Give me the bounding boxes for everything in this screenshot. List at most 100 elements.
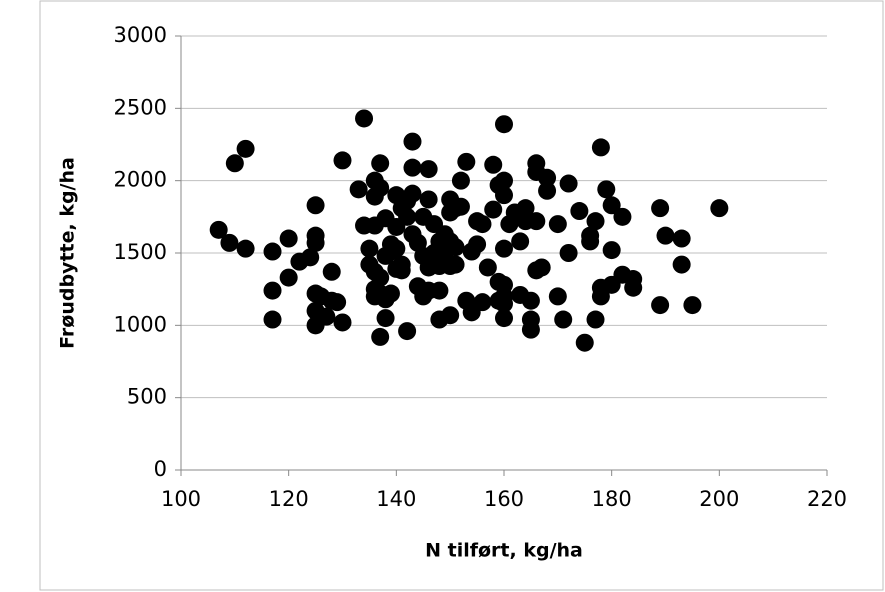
scatter-point <box>495 309 513 328</box>
scatter-point <box>548 215 567 234</box>
scatter-point <box>349 180 368 199</box>
scatter-point <box>376 309 395 328</box>
scatter-point <box>495 294 513 313</box>
scatter-point <box>301 248 320 267</box>
scatter-point <box>495 171 513 190</box>
scatter-point <box>683 296 702 315</box>
scatter-point <box>328 293 347 312</box>
scatter-point <box>473 215 492 234</box>
x-axis-title: N tilført, kg/ha <box>425 540 583 562</box>
scatter-point <box>559 174 578 193</box>
scatter-point <box>360 239 379 258</box>
scatter-point <box>371 268 390 287</box>
scatter-point <box>398 322 417 341</box>
scatter-point <box>317 307 336 326</box>
scatter-point <box>554 310 573 329</box>
x-tick-label: 140 <box>376 487 416 511</box>
scatter-point <box>333 151 352 170</box>
scatter-point <box>527 212 546 231</box>
scatter-point <box>495 239 513 258</box>
scatter-point <box>263 310 282 329</box>
scatter-point <box>236 239 255 258</box>
scatter-point <box>392 261 411 280</box>
scatter-point <box>446 255 465 274</box>
scatter-point <box>624 278 643 297</box>
scatter-point <box>651 296 670 315</box>
y-tick-label: 3000 <box>114 23 167 47</box>
scatter-point <box>236 139 255 158</box>
scatter-point <box>333 313 352 332</box>
scatter-point <box>484 155 503 174</box>
scatter-point <box>532 258 551 277</box>
scatter-point <box>279 229 298 248</box>
scatter-point <box>306 233 325 252</box>
x-tick-label: 180 <box>592 487 632 511</box>
x-tick-label: 200 <box>699 487 739 511</box>
scatter-point <box>306 196 325 215</box>
y-tick-label: 2500 <box>114 95 167 119</box>
scatter-point <box>521 320 540 339</box>
x-tick-label: 100 <box>161 487 201 511</box>
scatter-point <box>209 220 228 239</box>
scatter-point <box>451 197 470 216</box>
scatter-point <box>478 258 497 277</box>
scatter-point <box>710 199 729 218</box>
scatter-point <box>651 199 670 218</box>
y-tick-label: 1000 <box>114 312 167 336</box>
scatter-point <box>403 184 422 203</box>
scatter-point <box>473 293 492 312</box>
scatter-point <box>371 154 390 173</box>
scatter-point <box>263 281 282 300</box>
scatter-point <box>403 132 422 151</box>
scatter-point <box>419 160 438 179</box>
scatter-point <box>468 235 487 254</box>
scatter-point <box>591 138 610 157</box>
scatter-point <box>613 207 632 226</box>
scatter-point <box>511 232 530 251</box>
scatter-point <box>591 287 610 306</box>
scatter-point <box>371 178 390 197</box>
scatter-point <box>446 238 465 257</box>
scatter-point <box>495 115 513 134</box>
scatter-point <box>441 306 460 325</box>
scatter-point <box>597 180 616 199</box>
scatter-point <box>403 158 422 177</box>
scatter-point <box>387 239 406 258</box>
scatter-point <box>521 291 540 310</box>
scatter-point <box>548 287 567 306</box>
scatter-point <box>451 171 470 190</box>
scatter-point <box>263 242 282 261</box>
x-tick-label: 120 <box>269 487 309 511</box>
scatter-point <box>602 196 621 215</box>
scatter-point <box>220 233 239 252</box>
scatter-point <box>225 154 244 173</box>
x-tick-label: 220 <box>807 487 847 511</box>
scatter-point <box>457 152 476 171</box>
scatter-point <box>672 229 691 248</box>
y-axis-title: Frøudbytte, kg/ha <box>57 157 79 349</box>
scatter-point <box>538 168 557 187</box>
scatter-point <box>586 310 605 329</box>
y-tick-label: 0 <box>154 457 167 481</box>
y-tick-label: 2000 <box>114 168 167 192</box>
scatter-point <box>371 327 390 346</box>
scatter-point <box>484 200 503 219</box>
scatter-point <box>322 262 341 281</box>
scatter-point <box>516 199 535 218</box>
scatter-point <box>581 232 600 251</box>
scatter-point <box>355 109 374 128</box>
scatter-point <box>538 181 557 200</box>
scatter-point <box>419 190 438 209</box>
scatter-point <box>559 244 578 262</box>
x-tick-label: 160 <box>484 487 524 511</box>
y-tick-label: 500 <box>127 385 167 409</box>
scatter-point <box>575 333 594 352</box>
y-tick-label: 1500 <box>114 240 167 264</box>
scatter-point <box>602 241 621 260</box>
scatter-point <box>495 186 513 205</box>
scatter-point <box>656 226 675 245</box>
scatter-point <box>586 212 605 231</box>
scatter-point <box>398 207 417 226</box>
